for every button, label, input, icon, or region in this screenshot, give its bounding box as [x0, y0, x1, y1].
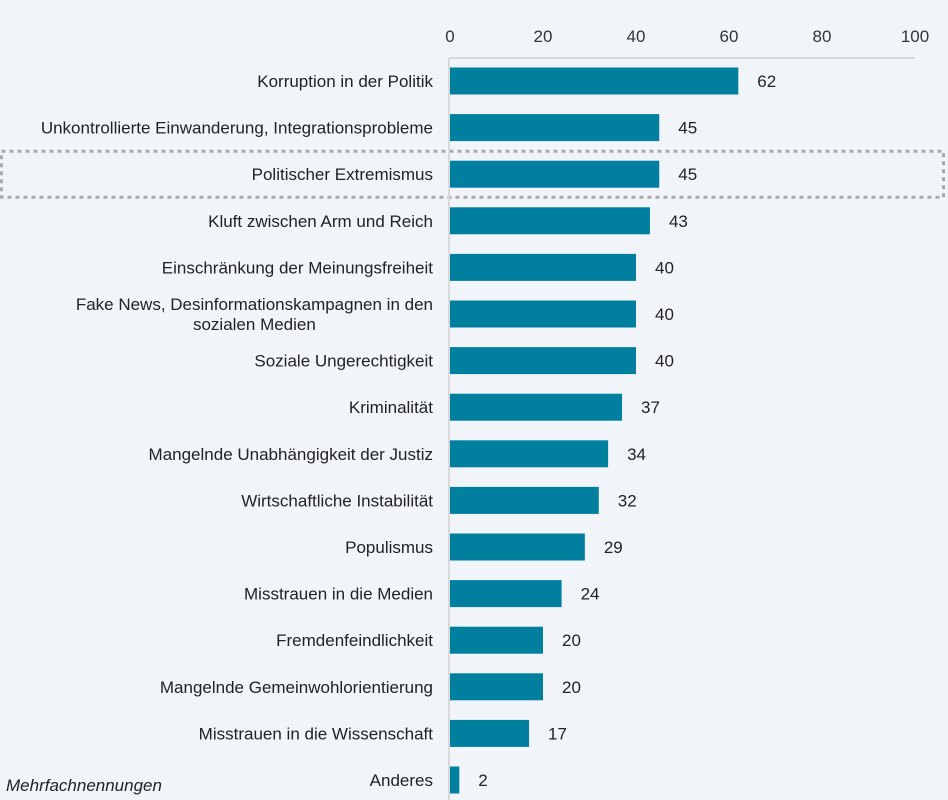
bar [450, 300, 636, 328]
value-label: 17 [548, 724, 567, 743]
category-label: Mangelnde Unabhängigkeit der Justiz [149, 445, 433, 464]
category-label: Mangelnde Gemeinwohlorientierung [160, 678, 433, 697]
category-label: Fremdenfeindlichkeit [276, 631, 433, 650]
bar [450, 253, 636, 281]
value-label: 20 [562, 631, 581, 650]
category-label: Soziale Ungerechtigkeit [254, 352, 433, 371]
category-label: Politischer Extremismus [252, 165, 433, 184]
category-label: Korruption in der Politik [257, 72, 433, 91]
x-tick-label: 40 [627, 27, 646, 46]
bar [450, 626, 543, 654]
x-tick-label: 80 [813, 27, 832, 46]
value-label: 24 [581, 585, 600, 604]
value-label: 29 [604, 538, 623, 557]
bar [450, 580, 562, 608]
value-label: 40 [655, 352, 674, 371]
bar [450, 67, 739, 95]
category-label: Kluft zwischen Arm und Reich [208, 212, 433, 231]
x-tick-label: 60 [720, 27, 739, 46]
category-label: Einschränkung der Meinungsfreiheit [162, 258, 433, 277]
x-tick-label: 20 [534, 27, 553, 46]
value-label: 37 [641, 398, 660, 417]
value-label: 40 [655, 258, 674, 277]
value-label: 2 [478, 771, 487, 790]
bar [450, 347, 636, 375]
bar [450, 160, 660, 188]
bar [450, 766, 460, 794]
bar [450, 719, 530, 747]
value-label: 40 [655, 305, 674, 324]
bar [450, 486, 599, 514]
category-label: Misstrauen in die Medien [244, 585, 433, 604]
category-label: Populismus [345, 538, 433, 557]
bar [450, 207, 650, 235]
bar [450, 440, 609, 468]
highlight-box [0, 149, 945, 199]
category-label: Anderes [370, 771, 433, 790]
value-label: 45 [678, 165, 697, 184]
value-label: 62 [757, 72, 776, 91]
value-label: 32 [618, 491, 637, 510]
category-label: Unkontrollierte Einwanderung, Integratio… [41, 119, 433, 138]
bar [450, 533, 585, 561]
bar [450, 393, 623, 421]
category-label: Misstrauen in die Wissenschaft [199, 724, 434, 743]
x-tick-label: 0 [445, 27, 454, 46]
category-label: Fake News, Desinformationskampagnen in d… [76, 295, 433, 334]
category-label: Kriminalität [349, 398, 433, 417]
bar [450, 673, 543, 701]
value-label: 45 [678, 119, 697, 138]
bar [450, 114, 660, 142]
x-tick-label: 100 [901, 27, 929, 46]
category-label: Wirtschaftliche Instabilität [241, 491, 433, 510]
value-label: 43 [669, 212, 688, 231]
footnote: Mehrfachnennungen [6, 776, 162, 795]
value-label: 20 [562, 678, 581, 697]
value-label: 34 [627, 445, 646, 464]
